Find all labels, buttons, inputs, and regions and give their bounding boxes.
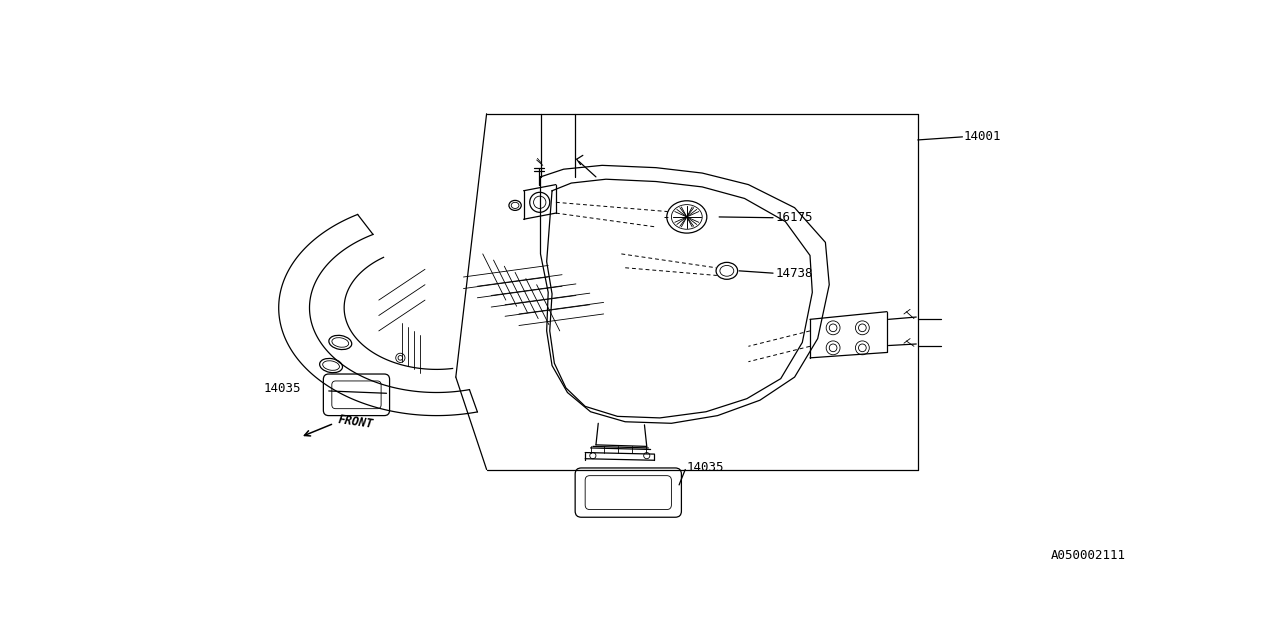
Text: 14001: 14001 — [964, 131, 1001, 143]
Text: 14738: 14738 — [776, 267, 813, 280]
Text: 16175: 16175 — [776, 211, 813, 224]
Text: A050002111: A050002111 — [1051, 549, 1125, 563]
Text: FRONT: FRONT — [337, 413, 374, 431]
Text: 14035: 14035 — [264, 382, 301, 395]
Text: 14035: 14035 — [687, 461, 724, 474]
